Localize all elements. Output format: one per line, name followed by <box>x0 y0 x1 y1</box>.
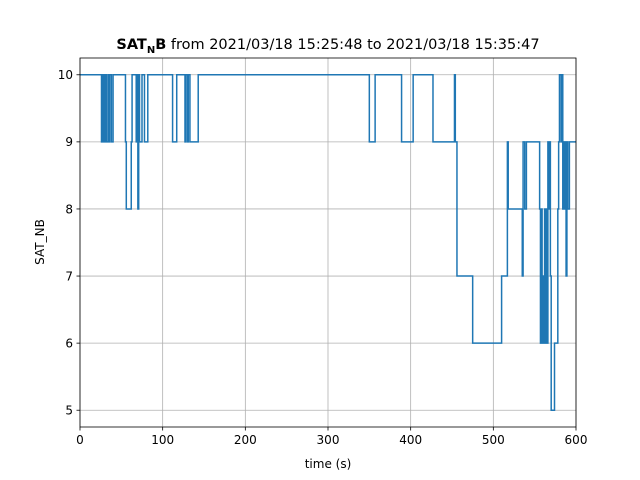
x-tick-label: 400 <box>399 433 422 447</box>
ticks: 0 100 200 300 400 500 600 5 6 7 8 9 10 <box>58 68 588 447</box>
grid <box>79 58 577 427</box>
title-subscript: N <box>147 45 155 56</box>
x-tick-label: 300 <box>317 433 340 447</box>
y-tick-label: 6 <box>65 336 73 350</box>
y-tick-label: 5 <box>65 404 73 418</box>
plot-frame <box>79 57 577 428</box>
x-tick-label: 200 <box>234 433 257 447</box>
x-tick-label: 100 <box>151 433 174 447</box>
y-tick-label: 8 <box>65 202 73 216</box>
title-main: SAT <box>116 37 147 53</box>
y-tick-label: 10 <box>58 68 73 82</box>
x-tick-label: 500 <box>482 433 505 447</box>
x-axis-label: time (s) <box>305 457 352 471</box>
y-axis-label: SAT_NB <box>33 219 47 265</box>
series-line <box>80 74 576 411</box>
title-time-range: from 2021/03/18 15:25:48 to 2021/03/18 1… <box>166 37 539 53</box>
title-tail: B <box>155 37 166 53</box>
chart-title: SATNB from 2021/03/18 15:25:48 to 2021/0… <box>116 37 539 56</box>
series-layer <box>80 74 576 411</box>
y-tick-label: 9 <box>65 135 73 149</box>
x-tick-label: 0 <box>76 433 84 447</box>
x-tick-label: 600 <box>565 433 588 447</box>
y-tick-label: 7 <box>65 269 73 283</box>
